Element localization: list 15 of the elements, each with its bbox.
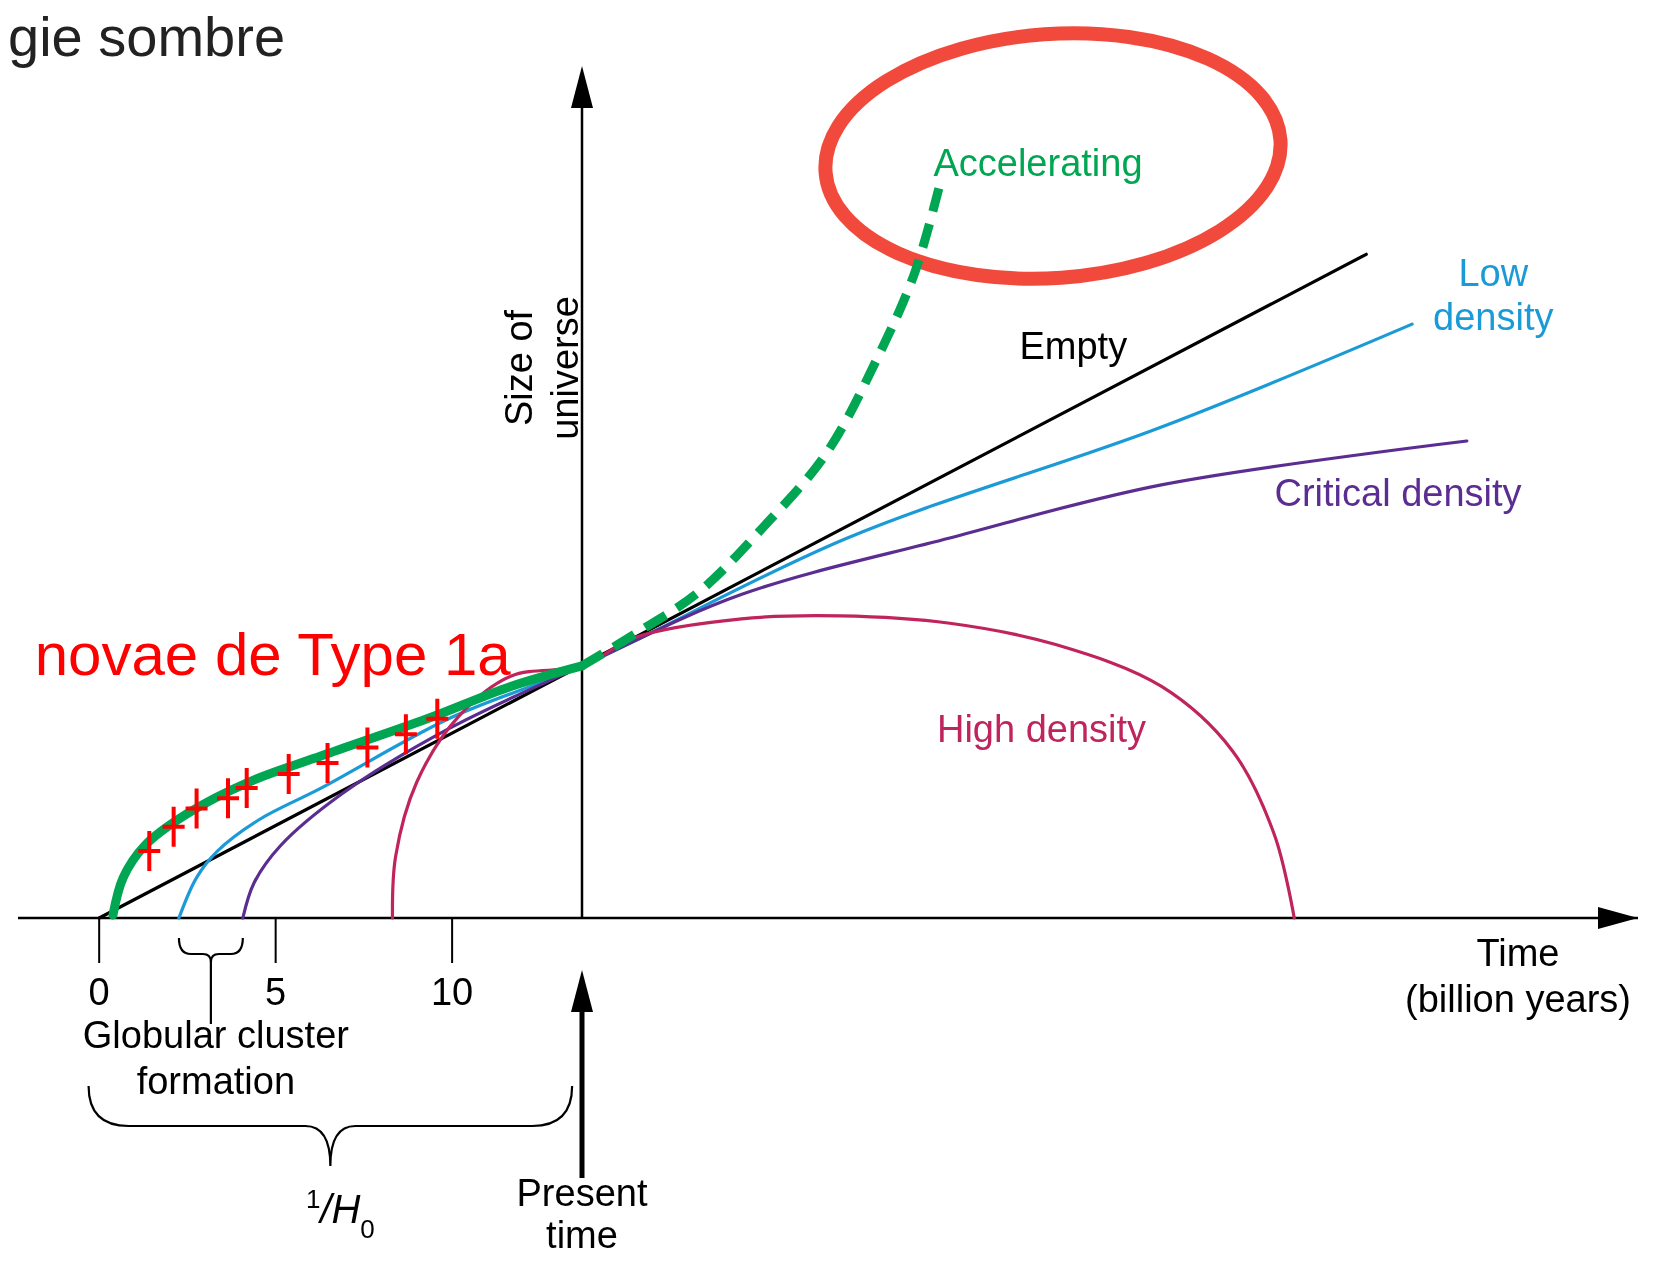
x-tick-label: 10 bbox=[430, 971, 474, 1013]
series-label: High density bbox=[936, 707, 1147, 750]
series-label: Accelerating bbox=[933, 141, 1143, 184]
text: Present time bbox=[516, 1172, 648, 1256]
text: $^{1}$/H$_{0}$ bbox=[305, 1184, 375, 1244]
x-tick-label: 0 bbox=[88, 971, 110, 1013]
x-tick-label: 5 bbox=[265, 971, 287, 1013]
series-label: Low density bbox=[1433, 251, 1554, 338]
text: Globular cluster formation bbox=[82, 1014, 350, 1102]
series-label: Empty bbox=[1019, 325, 1128, 368]
x-axis-title: Time (billion years) bbox=[1405, 932, 1631, 1020]
series-label: Critical density bbox=[1274, 472, 1522, 515]
series-label: novae de Type 1a bbox=[34, 621, 512, 689]
chart-title: gie sombre bbox=[8, 5, 286, 68]
y-axis-title: Size of universe bbox=[498, 296, 586, 440]
